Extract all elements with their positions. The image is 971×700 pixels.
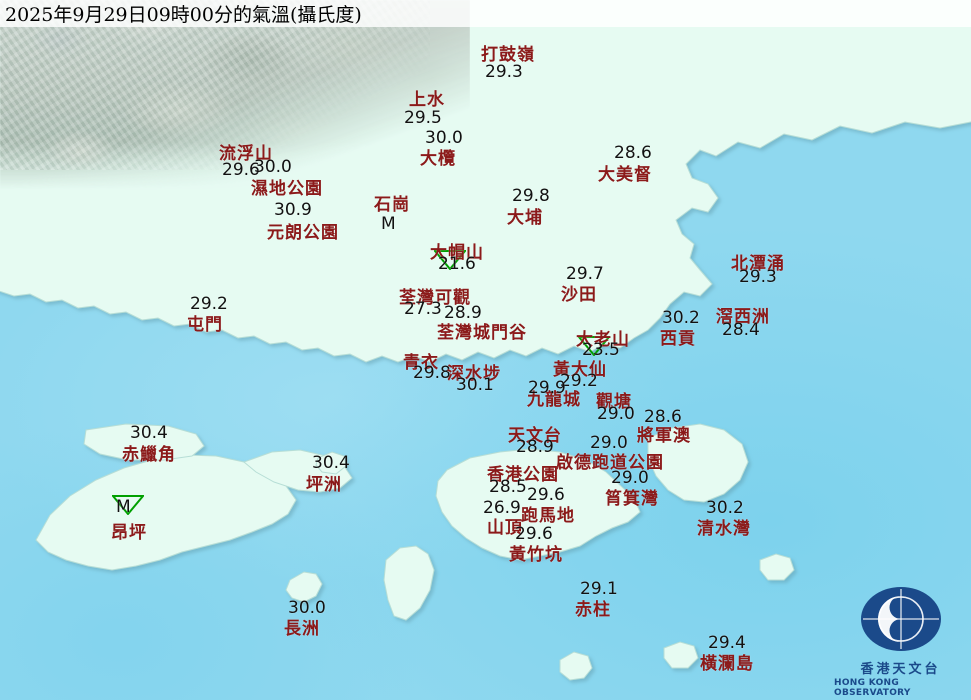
station-temperature-value: 29.8 — [512, 186, 550, 206]
logo-text-en: HONG KONG OBSERVATORY — [834, 678, 911, 698]
station-name: 大埔 — [507, 208, 543, 228]
station-name: 坪洲 — [306, 475, 342, 495]
station-temperature-value: 30.2 — [662, 308, 700, 328]
station-temperature-value: 29.6 — [222, 160, 260, 180]
station-name: 黃大仙 — [553, 360, 607, 380]
station-name: 沙田 — [561, 285, 597, 305]
station-name: 屯門 — [187, 315, 223, 335]
logo-text-cn: 香港天文台 — [860, 662, 941, 677]
station-temperature-value: M — [381, 214, 396, 234]
station-temperature-value: 30.2 — [706, 498, 744, 518]
station-name: 青衣 — [403, 353, 439, 373]
station-name: 北潭涌 — [731, 254, 785, 274]
station-name: 天文台 — [508, 426, 562, 446]
station-marker-triangle-icon — [112, 495, 144, 515]
station-name: 西貢 — [660, 329, 696, 349]
station-name: 赤鱲角 — [122, 445, 176, 465]
station-temperature-value: 29.0 — [590, 433, 628, 453]
station-name: 大美督 — [598, 165, 652, 185]
station-name: 元朗公園 — [267, 223, 339, 243]
station-temperature-value: 29.1 — [580, 579, 618, 599]
station-name: 上水 — [409, 90, 445, 110]
station-name: 橫瀾島 — [700, 654, 754, 674]
station-temperature-value: 29.4 — [708, 633, 746, 653]
station-name: 大帽山 — [430, 243, 484, 263]
station-temperature-value: 29.2 — [190, 294, 228, 314]
station-name: 啟德跑道公園 — [556, 453, 664, 473]
station-temperature-value: 28.4 — [722, 320, 760, 340]
station-name: 筲箕灣 — [605, 489, 659, 509]
station-temperature-value: 28.9 — [516, 437, 554, 457]
station-name: 觀塘 — [596, 392, 632, 412]
station-marker-triangle-icon — [578, 336, 610, 356]
satellite-imagery — [0, 0, 470, 190]
station-name: 流浮山 — [219, 144, 273, 164]
station-name: 將軍澳 — [637, 426, 691, 446]
station-temperature-value: 29.8 — [413, 363, 451, 383]
station-name: 長洲 — [284, 619, 320, 639]
station-temperature-value: 30.0 — [288, 598, 326, 618]
map-title-bar: 2025年9月29日09時00分的氣溫(攝氏度) — [0, 0, 971, 27]
station-temperature-value: 28.9 — [444, 303, 482, 323]
station-name: 濕地公園 — [251, 179, 323, 199]
station-name: 跑馬地 — [521, 506, 575, 526]
station-name: 赤柱 — [575, 600, 611, 620]
station-temperature-value: 30.0 — [254, 157, 292, 177]
station-temperature-value: 29.2 — [560, 371, 598, 391]
station-temperature-value: 29.9 — [528, 378, 566, 398]
station-name: 大老山 — [576, 330, 630, 350]
station-temperature-value: 29.0 — [597, 404, 635, 424]
station-name: 昂坪 — [111, 523, 147, 543]
station-name: 石崗 — [374, 195, 410, 215]
station-temperature-value: 28.6 — [644, 407, 682, 427]
station-temperature-value: 23.5 — [582, 340, 620, 360]
station-temperature-value: 30.4 — [312, 453, 350, 473]
station-temperature-value: 21.6 — [438, 254, 476, 274]
station-temperature-value: 29.3 — [485, 62, 523, 82]
station-temperature-value: 26.9 — [483, 498, 521, 518]
station-name: 九龍城 — [527, 390, 581, 410]
station-temperature-value: 27.3 — [404, 299, 442, 319]
station-name: 大欖 — [420, 149, 456, 169]
station-temperature-value: 28.5 — [489, 477, 527, 497]
station-name: 香港公園 — [487, 465, 559, 485]
station-temperature-value: 29.6 — [515, 524, 553, 544]
station-temperature-value: 30.9 — [274, 200, 312, 220]
station-temperature-value: M — [116, 497, 131, 517]
station-name: 黃竹坑 — [509, 545, 563, 565]
station-temperature-value: 30.0 — [425, 128, 463, 148]
station-marker-triangle-icon — [434, 250, 466, 270]
station-temperature-value: 29.6 — [527, 485, 565, 505]
station-temperature-value: 30.1 — [456, 375, 494, 395]
hko-logo: 香港天文台 HONG KONG OBSERVATORY — [834, 586, 967, 698]
station-temperature-value: 29.5 — [404, 108, 442, 128]
station-name: 深水埗 — [447, 364, 501, 384]
observatory-emblem-icon — [858, 585, 944, 657]
station-temperature-value: 28.6 — [614, 143, 652, 163]
station-temperature-value: 29.0 — [611, 468, 649, 488]
station-temperature-value: 29.7 — [566, 264, 604, 284]
station-temperature-value: 29.3 — [739, 267, 777, 287]
station-name: 滘西洲 — [716, 307, 770, 327]
station-name: 山頂 — [487, 518, 523, 538]
station-name: 打鼓嶺 — [481, 45, 535, 65]
station-temperature-value: 30.4 — [130, 423, 168, 443]
station-name: 清水灣 — [697, 519, 751, 539]
page-title: 2025年9月29日09時00分的氣溫(攝氏度) — [5, 4, 362, 26]
station-name: 荃灣可觀 — [399, 288, 471, 308]
station-name: 荃灣城門谷 — [437, 323, 527, 343]
